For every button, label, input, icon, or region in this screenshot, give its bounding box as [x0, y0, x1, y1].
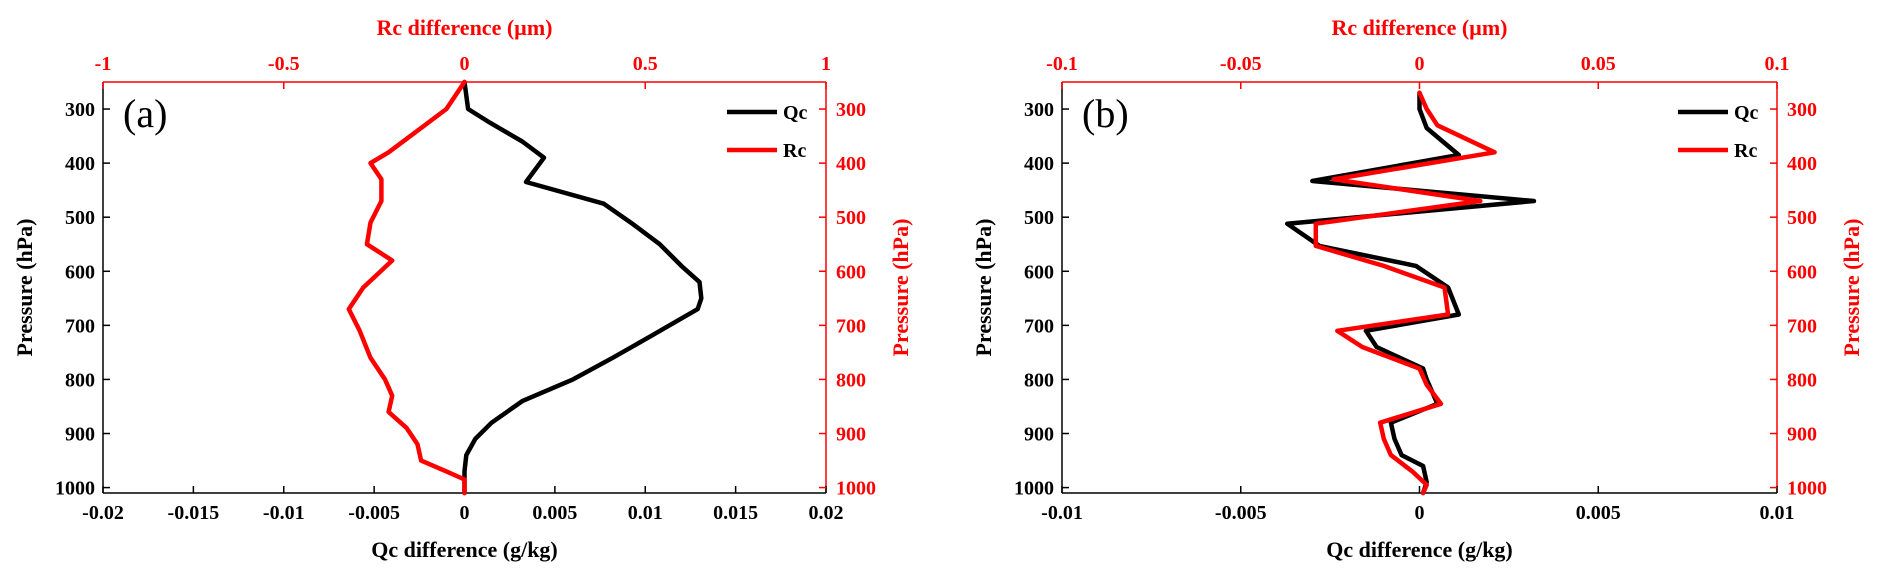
x-tick-label: -0.01 [1041, 502, 1083, 524]
legend-label-qc: Qc [1734, 102, 1759, 124]
x2-tick-label: 0.05 [1581, 53, 1616, 75]
y2-tick-label: 800 [836, 369, 866, 391]
panel-b: -0.01 -0.005 0 0.005 0.01 -0.1 -0.05 0 0.05 0.1 30… [971, 15, 1864, 562]
series-line-qc [462, 79, 704, 496]
panel-a: -0.02 -0.015 -0.01 -0.005 0 0.005 0.01 0.015 0.0… [12, 15, 913, 562]
y-tick-label: 500 [1024, 207, 1054, 229]
x-tick-label: 0 [1415, 502, 1425, 524]
y2-tick-label: 800 [1787, 369, 1817, 391]
y-tick-label: 700 [65, 315, 95, 337]
x2-tick-label: 0 [460, 53, 470, 75]
y-tick-label: 800 [1024, 369, 1054, 391]
x-tick-label: -0.005 [1215, 502, 1267, 524]
x-tick-label: 0.005 [532, 502, 577, 524]
series-line-rc [346, 79, 467, 496]
x-axis-label: Qc difference (g/kg) [1326, 537, 1513, 562]
series-line-qc [1284, 90, 1537, 496]
x2-tick-label: 0 [1415, 53, 1425, 75]
x-tick-label: -0.02 [82, 502, 124, 524]
x2-axis-label: Rc difference (µm) [377, 15, 553, 40]
y-tick-label: 600 [65, 261, 95, 283]
y2-tick-label: 300 [836, 99, 866, 121]
y2-tick-label: 300 [1787, 99, 1817, 121]
legend-label-rc: Rc [1734, 140, 1757, 162]
y2-tick-label: 900 [836, 424, 866, 446]
x-tick-label: -0.015 [168, 502, 220, 524]
y2-axis-label: Pressure (hPa) [888, 219, 913, 357]
x-tick-label: 0.005 [1576, 502, 1621, 524]
y2-tick-label: 700 [1787, 315, 1817, 337]
y-tick-label: 300 [1024, 99, 1054, 121]
x-tick-label: -0.01 [263, 502, 305, 524]
y2-tick-label: 500 [1787, 207, 1817, 229]
y-tick-label: 900 [1024, 424, 1054, 446]
y2-tick-label: 1000 [1787, 478, 1827, 500]
x-tick-label: 0.015 [713, 502, 758, 524]
y-tick-label: 800 [65, 369, 95, 391]
y2-tick-label: 600 [836, 261, 866, 283]
x2-axis-label: Rc difference (µm) [1332, 15, 1508, 40]
y2-tick-label: 1000 [836, 478, 876, 500]
x2-tick-label: 0.5 [633, 53, 658, 75]
x-tick-label: 0 [460, 502, 470, 524]
y-tick-label: 1000 [1014, 478, 1054, 500]
y2-tick-label: 400 [1787, 153, 1817, 175]
y2-tick-label: 900 [1787, 424, 1817, 446]
y-tick-label: 500 [65, 207, 95, 229]
y-tick-label: 600 [1024, 261, 1054, 283]
legend-label-qc: Qc [783, 102, 808, 124]
x2-tick-label: -0.05 [1220, 53, 1262, 75]
y-axis-label: Pressure (hPa) [971, 219, 996, 357]
y-tick-label: 300 [65, 99, 95, 121]
x2-tick-label: -0.5 [268, 53, 300, 75]
x-axis-label: Qc difference (g/kg) [371, 537, 558, 562]
x2-tick-label: -0.1 [1046, 53, 1078, 75]
y-tick-label: 700 [1024, 315, 1054, 337]
x2-tick-label: -1 [95, 53, 112, 75]
y2-axis-label: Pressure (hPa) [1839, 219, 1864, 357]
y-tick-label: 400 [1024, 153, 1054, 175]
y-tick-label: 900 [65, 424, 95, 446]
x-tick-label: 0.01 [1760, 502, 1795, 524]
legend-label-rc: Rc [783, 140, 806, 162]
x2-tick-label: 1 [821, 53, 831, 75]
y-tick-label: 1000 [55, 478, 95, 500]
panel-label: (b) [1082, 91, 1129, 136]
y2-tick-label: 700 [836, 315, 866, 337]
x-tick-label: 0.01 [628, 502, 663, 524]
y2-tick-label: 400 [836, 153, 866, 175]
panel-label: (a) [123, 91, 167, 136]
y2-tick-label: 500 [836, 207, 866, 229]
y-axis-label: Pressure (hPa) [12, 219, 37, 357]
y2-tick-label: 600 [1787, 261, 1817, 283]
x-tick-label: -0.005 [348, 502, 400, 524]
y-tick-label: 400 [65, 153, 95, 175]
x2-tick-label: 0.1 [1765, 53, 1790, 75]
x-tick-label: 0.02 [809, 502, 844, 524]
series-line-rc [1313, 90, 1497, 496]
